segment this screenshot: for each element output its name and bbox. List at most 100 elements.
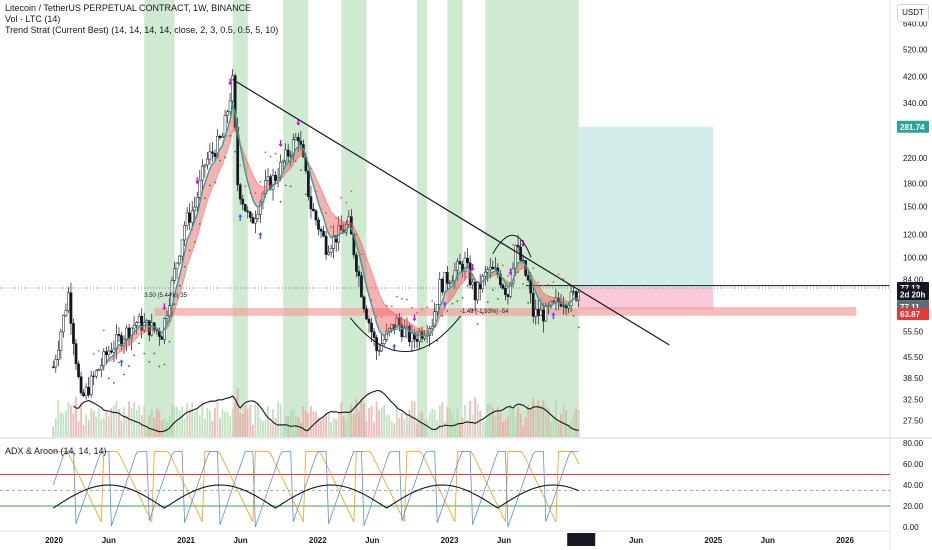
candle [64,310,68,316]
volume-bar [272,409,274,437]
volume-bar [62,413,65,437]
candle [564,305,568,309]
candle [165,315,169,319]
volume-bar [534,408,537,437]
candle [463,257,467,272]
candle [347,216,351,225]
stop-dot [168,340,171,343]
volume-bar [231,408,234,437]
trend-band [144,0,175,437]
candle [228,100,232,112]
volume-bar [360,398,363,437]
stop-dot [395,295,398,298]
candle [476,282,479,301]
aroon-down-line [52,450,579,528]
stop-dot [249,192,252,195]
candle [294,137,298,140]
volume-bar [256,403,259,437]
candle [410,332,414,343]
stop-dot [537,281,540,284]
candle [390,324,394,329]
candle [367,318,371,324]
volume-bar [145,427,148,437]
candle [160,336,164,340]
volume-bar [416,423,418,437]
volume-bar [158,410,161,437]
candle [397,317,401,326]
volume-bar [322,417,325,437]
volume-bar [269,422,272,437]
price-badge [897,308,929,321]
candle [483,271,487,277]
volume-bar [459,422,461,437]
long-target-zone [578,126,714,289]
stop-dot [113,381,115,384]
candle [289,155,293,157]
volume-bar [370,406,373,437]
volume-bar [188,408,191,437]
volume-bar [406,415,408,437]
x-tick-label: Jun [629,536,643,545]
candle [84,386,88,396]
volume-bar [342,416,345,437]
trend-strat-legend: Trend Strat (Current Best) (14, 14, 14, … [5,25,279,35]
volume-bar [274,418,277,437]
volume-bar [249,404,252,437]
volume-bar [572,413,575,437]
volume-bar [446,407,449,437]
candle [206,158,209,166]
volume-bar [262,420,264,437]
volume-bar [92,410,95,437]
price-badge-label: 2d 20h [900,291,925,300]
candle [319,229,323,232]
volume-bar [259,418,262,437]
adx-line [52,484,579,509]
stop-dot [259,181,262,183]
y-tick-label: 120.00 [903,230,928,239]
sell-arrow [470,263,475,271]
stop-dot [193,240,196,243]
candle [185,212,189,226]
candle [413,332,416,340]
candle [193,206,197,212]
stop-dot [557,273,560,276]
candle [145,320,149,323]
volume-bar [171,403,173,437]
volume-bar [395,405,398,437]
candle [296,137,300,142]
candle [493,267,497,270]
volume-bar [570,421,573,437]
ema-fast-line [105,103,580,363]
volume-bar [352,414,355,437]
stop-dot [481,312,484,315]
volume-bar [532,397,535,437]
volume-bar [211,420,214,437]
price-badge-label: 63.87 [900,310,921,319]
stop-dot [512,243,514,246]
volume-bar [378,410,381,437]
stop-dot [264,151,267,154]
volume-bar [307,413,310,437]
currency-button[interactable]: USDT [897,4,929,22]
candle [89,375,93,396]
volume-bar [327,412,330,437]
y-tick-label: 45.50 [903,353,924,362]
stop-dot [107,377,110,380]
volume-bar [522,425,525,437]
stop-dot [239,164,242,167]
candle [458,261,462,265]
candle [531,292,535,317]
y-tick-label: 38.50 [903,374,924,383]
volume-bar [388,414,391,437]
volume-bar [72,413,75,437]
stop-dot [476,323,479,325]
stop-dot [315,190,317,193]
volume-bar [332,418,335,437]
candle [198,179,202,198]
candle [327,251,330,255]
stop-dot [118,361,120,364]
volume-bar [133,401,136,437]
volume-bar [441,402,444,437]
stop-dot [446,310,449,312]
